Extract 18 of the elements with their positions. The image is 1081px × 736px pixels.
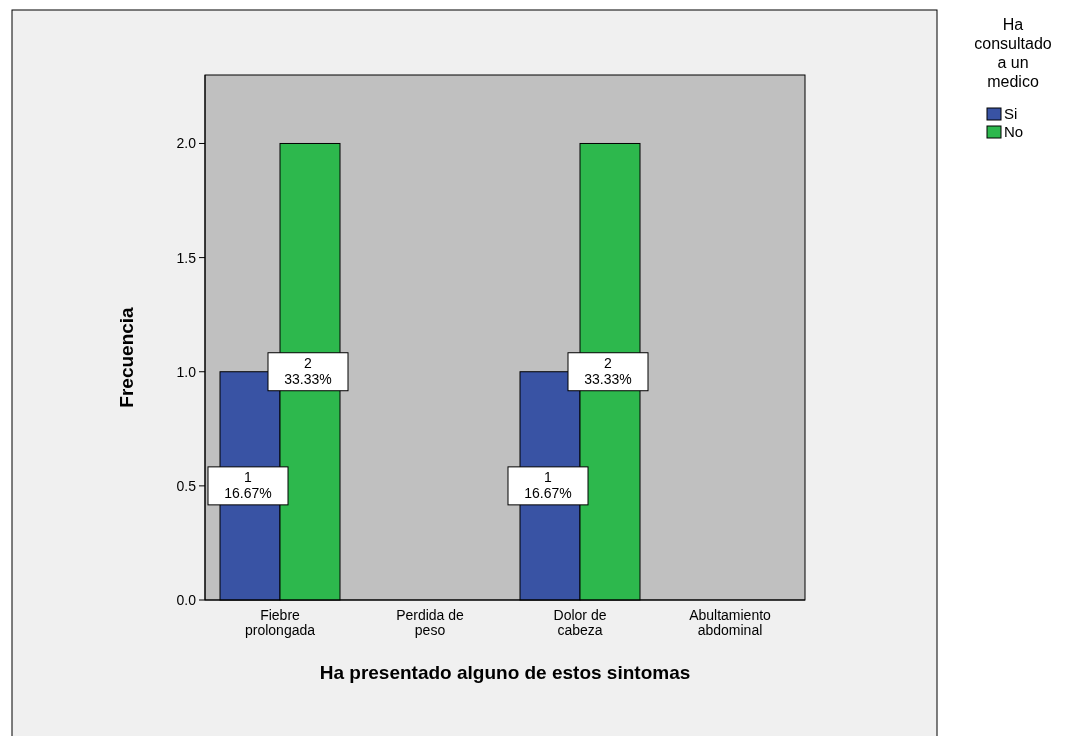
- y-tick-label: 1.5: [176, 249, 197, 266]
- data-label: 2 33.33%: [584, 354, 632, 387]
- x-axis-title: Ha presentado alguno de estos sintomas: [319, 662, 691, 683]
- x-tick-label: Perdida de peso: [396, 607, 465, 638]
- legend-title: Ha consultado a un medico: [974, 16, 1052, 90]
- y-tick-label: 0.0: [176, 592, 197, 608]
- data-label: 1 16.67%: [224, 468, 272, 501]
- legend-label: Si: [1004, 105, 1018, 122]
- data-label: 1 16.67%: [524, 468, 572, 501]
- legend-label: No: [1004, 123, 1024, 140]
- y-tick-label: 1.0: [176, 363, 197, 380]
- x-tick-label: Abultamiento abdominal: [689, 607, 772, 638]
- y-axis-title: Frecuencia: [116, 306, 137, 408]
- y-tick-label: 2.0: [176, 135, 197, 152]
- x-tick-label: Dolor de cabeza: [553, 607, 607, 638]
- x-tick-label: Fiebre prolongada: [244, 607, 316, 638]
- y-tick-label: 0.5: [176, 477, 197, 494]
- data-label: 2 33.33%: [284, 354, 332, 387]
